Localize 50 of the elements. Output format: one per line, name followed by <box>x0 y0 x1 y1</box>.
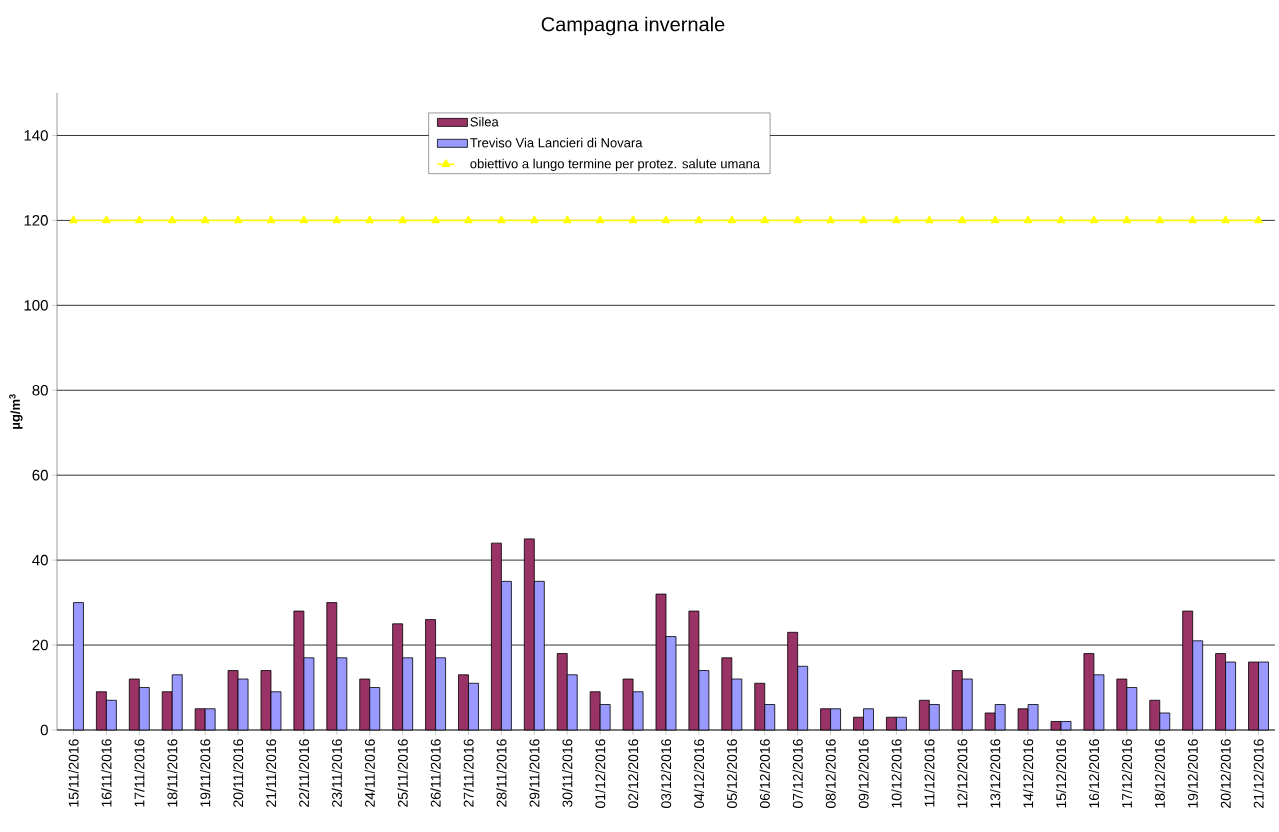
x-tick-label: 15/11/2016 <box>68 739 79 807</box>
x-tick-label: 18/11/2016 <box>167 739 178 807</box>
x-tick-label: 17/11/2016 <box>134 739 145 807</box>
x-tick-label: 02/12/2016 <box>627 739 639 809</box>
x-tick-label: 18/12/2016 <box>1154 739 1165 808</box>
x-tick-label: 16/12/2016 <box>1088 739 1100 808</box>
y-tick-label: 120 <box>24 215 48 226</box>
x-tick-label: 19/12/2016 <box>1187 739 1198 808</box>
x-tick-label: 29/11/2016 <box>529 739 540 807</box>
x-tick-label: 01/12/2016 <box>595 739 606 809</box>
y-tick-label: 100 <box>24 300 48 311</box>
x-tick-label: 26/11/2016 <box>430 739 441 807</box>
legend-label: Silea <box>470 116 499 127</box>
x-tick-label: 06/12/2016 <box>759 739 770 809</box>
x-tick-label: 11/12/2016 <box>924 739 935 807</box>
legend-label: obiettivo a lungo termine per protez. salute umana <box>470 158 761 171</box>
x-tick-label: 20/11/2016 <box>232 739 244 807</box>
y-tick-label: 40 <box>32 554 48 566</box>
x-tick-label: 21/11/2016 <box>265 739 277 807</box>
x-tick-label: 24/11/2016 <box>364 739 375 807</box>
y-tick-label: 0 <box>40 724 48 736</box>
x-tick-label: 17/12/2016 <box>1121 739 1132 808</box>
x-tick-label: 08/12/2016 <box>825 739 836 809</box>
x-tick-label: 22/11/2016 <box>298 739 310 807</box>
text: µg/m$^{3}$ <box>9 394 23 429</box>
x-tick-label: 23/11/2016 <box>331 739 342 807</box>
x-tick-label: 15/12/2016 <box>1055 739 1067 808</box>
x-tick-label: 27/11/2016 <box>463 739 474 807</box>
y-tick-label: 80 <box>32 384 48 396</box>
y-tick-label: 20 <box>32 639 48 651</box>
x-tick-label: 10/12/2016 <box>891 739 902 808</box>
x-tick-label: 20/12/2016 <box>1220 739 1231 808</box>
x-tick-label: 07/12/2016 <box>792 739 803 809</box>
x-tick-label: 25/11/2016 <box>397 739 408 807</box>
x-tick-label: 05/12/2016 <box>726 739 737 809</box>
x-tick-label: 21/12/2016 <box>1253 739 1264 808</box>
chart-title: Campagna invernale <box>541 16 725 36</box>
x-tick-label: 04/12/2016 <box>693 739 705 809</box>
x-tick-label: 30/11/2016 <box>562 739 573 808</box>
x-tick-label: 19/11/2016 <box>200 739 211 807</box>
x-tick-label: 12/12/2016 <box>957 739 968 808</box>
x-tick-label: 28/11/2016 <box>496 739 507 807</box>
y-tick-label: 140 <box>24 130 48 141</box>
x-tick-label: 13/12/2016 <box>990 739 1001 808</box>
x-tick-label: 09/12/2016 <box>858 739 869 809</box>
y-tick-label: 60 <box>32 469 48 481</box>
legend-label: Treviso Via Lancieri di Novara <box>470 137 643 148</box>
x-tick-label: 03/12/2016 <box>660 739 672 809</box>
x-tick-label: 16/11/2016 <box>101 739 112 807</box>
x-tick-label: 14/12/2016 <box>1022 739 1034 808</box>
